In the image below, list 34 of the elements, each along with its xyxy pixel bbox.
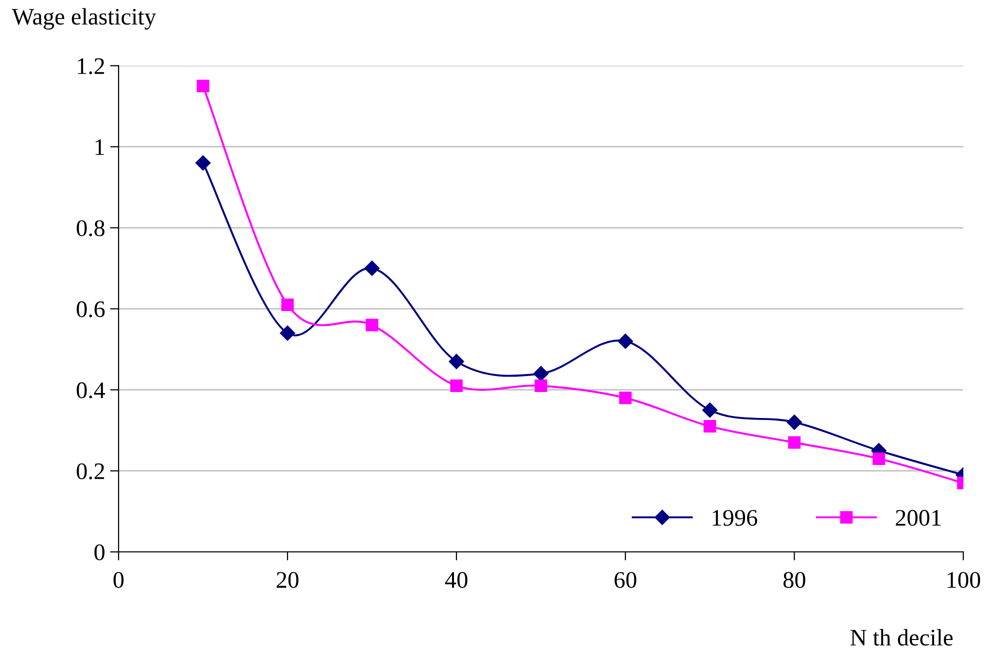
- legend-label: 1996: [712, 510, 758, 526]
- x-tick-label: 80: [783, 572, 806, 588]
- x-axis-title: N th decile: [850, 629, 953, 646]
- point: [702, 402, 718, 418]
- x-tick-label: 60: [614, 572, 636, 588]
- x-tick-label: 20: [276, 572, 298, 588]
- y-tick-label: 0.8: [76, 220, 104, 236]
- point: [195, 155, 211, 171]
- point: [534, 380, 548, 392]
- y-tick-label: 1.2: [78, 58, 104, 74]
- point: [450, 380, 463, 392]
- y-tick-label: 0.2: [76, 463, 104, 480]
- point: [281, 298, 294, 311]
- point: [533, 366, 548, 382]
- point: [788, 436, 801, 449]
- point: [704, 420, 716, 433]
- point: [366, 318, 378, 332]
- legend-label: 2001: [896, 510, 941, 526]
- point: [280, 326, 296, 341]
- point: [619, 392, 632, 404]
- y-tick-label: 1: [96, 139, 104, 155]
- x-tick-label: 40: [445, 572, 468, 588]
- y-tick-label: 0.4: [76, 382, 105, 398]
- x-tick-label: 0: [114, 572, 124, 588]
- x-tick-label: 100: [948, 572, 980, 588]
- point: [364, 260, 380, 276]
- y-tick-label: 0.6: [76, 301, 105, 318]
- point: [786, 414, 802, 430]
- point: [448, 354, 464, 370]
- point: [618, 334, 633, 349]
- point: [872, 452, 886, 465]
- point: [196, 80, 210, 92]
- y-tick-label: 0: [94, 544, 104, 560]
- y-axis-title: Wage elasticity: [12, 8, 156, 30]
